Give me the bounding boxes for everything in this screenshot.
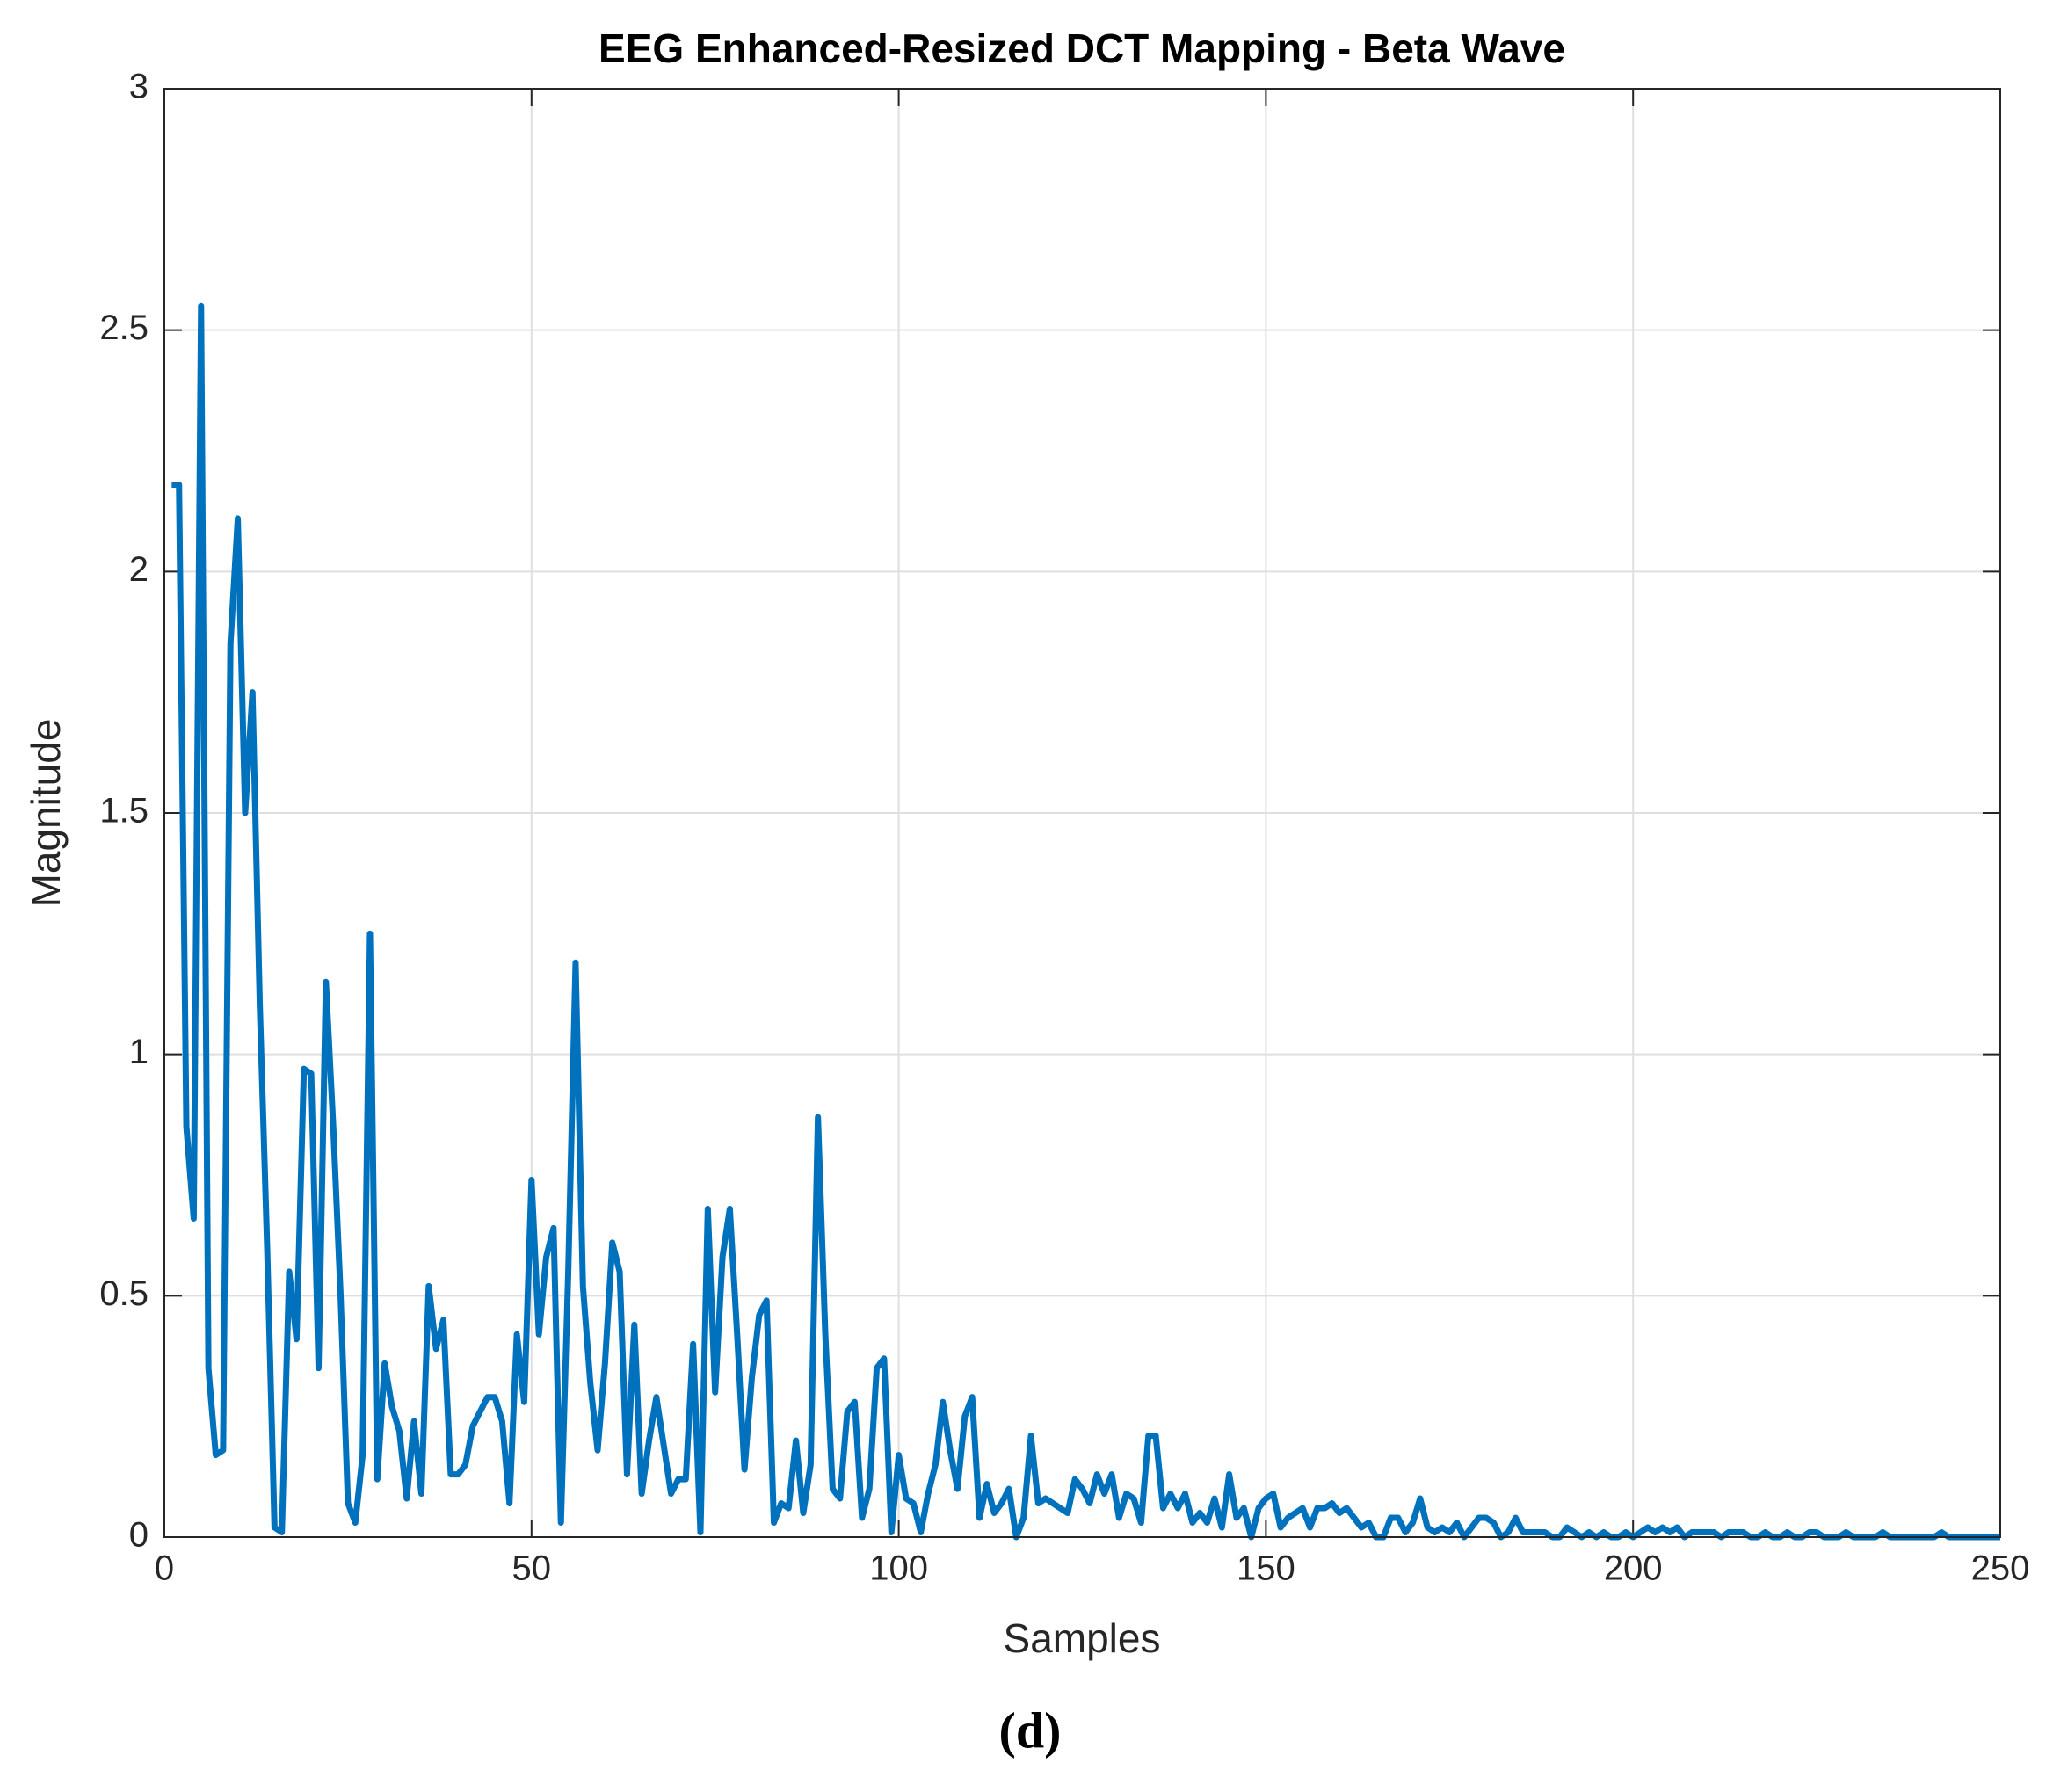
y-tick-label: 1 [129,1033,149,1071]
y-tick-label: 2 [129,550,149,589]
y-tick-label: 0.5 [99,1274,149,1313]
x-tick-label: 0 [155,1549,174,1588]
y-tick-label: 2.5 [99,308,149,347]
caption: (d) [999,1701,1062,1759]
x-tick-label: 200 [1604,1549,1663,1588]
y-axis-label: Magnitude [23,719,69,908]
x-axis-label: Samples [1004,1615,1161,1661]
y-tick-label: 1.5 [99,792,149,831]
x-tick-label: 250 [1971,1549,2030,1588]
chart-title: EEG Enhanced-Resized DCT Mapping - Beta … [599,25,1565,71]
y-tick-label: 0 [129,1516,149,1555]
x-tick-label: 100 [869,1549,928,1588]
x-tick-label: 150 [1237,1549,1295,1588]
x-tick-label: 50 [512,1549,552,1588]
axes-box [163,88,2001,1538]
y-tick-label: 3 [129,68,149,106]
data-line [171,302,2000,1541]
